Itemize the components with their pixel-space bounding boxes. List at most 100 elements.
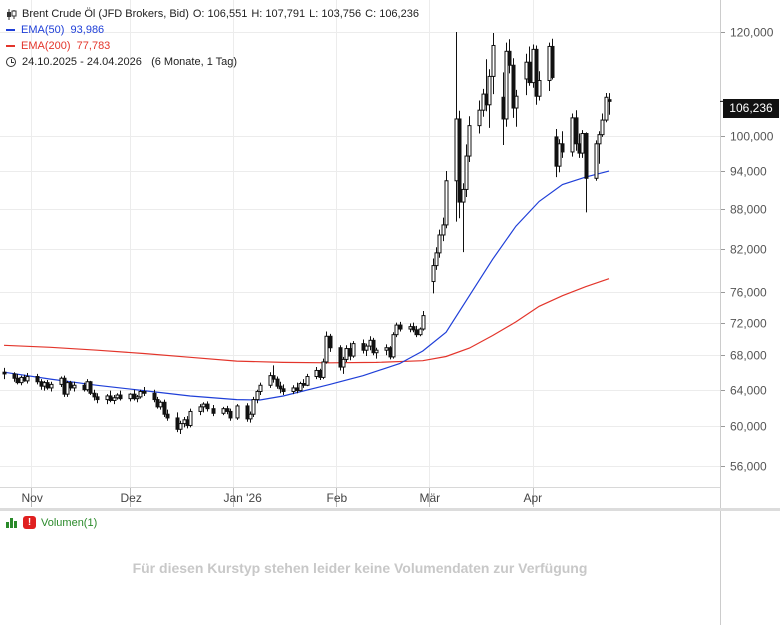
candle-body bbox=[245, 405, 250, 420]
candle-body bbox=[251, 399, 256, 415]
candle-body bbox=[258, 384, 263, 392]
ema50-legend[interactable]: EMA(50) 93,986 bbox=[6, 22, 419, 38]
candle bbox=[570, 113, 575, 157]
candle-body bbox=[574, 117, 579, 145]
candle bbox=[487, 69, 492, 128]
candle bbox=[275, 376, 280, 389]
candle-body bbox=[514, 95, 519, 109]
candle-body bbox=[178, 423, 183, 430]
candle bbox=[328, 333, 333, 352]
candle bbox=[364, 343, 369, 357]
candle bbox=[118, 390, 123, 401]
y-tick-label: 82,000 bbox=[730, 243, 767, 257]
bar-chart-icon bbox=[6, 517, 18, 528]
candle-body bbox=[108, 395, 113, 401]
ema200-layer bbox=[3, 278, 610, 364]
x-tick-label: Dez bbox=[121, 491, 142, 505]
candle bbox=[414, 325, 419, 338]
candle-body bbox=[248, 413, 253, 420]
candle bbox=[418, 327, 423, 337]
candle bbox=[431, 258, 436, 294]
y-tick-label: 120,000 bbox=[730, 26, 774, 40]
candle bbox=[394, 322, 399, 338]
candle bbox=[441, 217, 446, 242]
open-value: O: 106,551 bbox=[192, 8, 248, 20]
volume-legend[interactable]: ! Volumen(1) bbox=[6, 516, 97, 529]
candle bbox=[321, 358, 326, 380]
candle-body bbox=[338, 347, 343, 368]
candle-body bbox=[188, 410, 193, 426]
y-tick-label: 56,000 bbox=[730, 460, 767, 474]
ema50-line bbox=[3, 170, 610, 401]
candle bbox=[138, 389, 143, 399]
candle-body bbox=[88, 381, 93, 394]
candle-body bbox=[228, 410, 233, 419]
candle bbox=[464, 144, 469, 197]
candle-body bbox=[560, 143, 565, 153]
candle bbox=[108, 390, 113, 403]
candle-body bbox=[464, 155, 469, 190]
candle-body bbox=[477, 109, 482, 127]
candle-body bbox=[434, 252, 439, 267]
ema200-value: 77,783 bbox=[76, 40, 111, 52]
candle bbox=[371, 337, 376, 356]
x-tick-label: Nov bbox=[22, 491, 43, 505]
no-volume-message: Für diesen Kurstyp stehen leider keine V… bbox=[132, 560, 588, 576]
candle-body bbox=[268, 375, 273, 386]
y-tick-label: 68,000 bbox=[730, 349, 767, 363]
candle bbox=[35, 373, 40, 385]
candle bbox=[584, 132, 589, 213]
candle bbox=[248, 411, 253, 423]
candle-body bbox=[152, 392, 157, 401]
candle-body bbox=[467, 125, 472, 157]
candle bbox=[504, 42, 509, 127]
candle bbox=[235, 404, 240, 420]
candle-body bbox=[594, 143, 599, 179]
ema200-legend[interactable]: EMA(200) 77,783 bbox=[6, 38, 419, 54]
candle-body bbox=[341, 358, 346, 368]
candle bbox=[25, 373, 30, 384]
candle-body bbox=[68, 382, 73, 389]
candle bbox=[461, 183, 466, 253]
range-row[interactable]: 24.10.2025 - 24.04.2026 (6 Monate, 1 Tag… bbox=[6, 54, 419, 70]
candle bbox=[527, 46, 532, 86]
candle bbox=[507, 39, 512, 74]
candle bbox=[351, 341, 356, 358]
candles-layer[interactable] bbox=[2, 32, 612, 435]
candle-body bbox=[444, 180, 449, 226]
candle-body bbox=[225, 408, 230, 412]
candle bbox=[594, 140, 599, 181]
candle bbox=[298, 381, 303, 392]
candle-body bbox=[221, 408, 226, 414]
candle bbox=[557, 139, 562, 173]
candle bbox=[341, 356, 346, 374]
candle bbox=[152, 389, 157, 403]
candle-body bbox=[49, 383, 54, 389]
chart-legend: Brent Crude Öl (JFD Brokers, Bid) O: 106… bbox=[6, 6, 419, 70]
candle bbox=[255, 389, 260, 404]
period-label: (6 Monate, 1 Tag) bbox=[151, 56, 238, 68]
candle bbox=[278, 381, 283, 394]
candle bbox=[398, 321, 403, 332]
candle bbox=[338, 345, 343, 371]
candle-body bbox=[398, 324, 403, 330]
candle bbox=[437, 229, 442, 258]
candle-body bbox=[305, 376, 310, 386]
candle bbox=[188, 408, 193, 428]
candle-body bbox=[314, 369, 319, 378]
x-tick-label: Mär bbox=[420, 491, 441, 505]
candle bbox=[201, 402, 206, 413]
candle-body bbox=[534, 48, 539, 97]
candle-body bbox=[275, 378, 280, 387]
candle-body bbox=[135, 396, 140, 400]
candle-body bbox=[391, 334, 396, 358]
candle bbox=[434, 247, 439, 270]
candle bbox=[112, 395, 117, 405]
candle bbox=[68, 380, 73, 391]
candle-body bbox=[201, 403, 206, 408]
candle bbox=[178, 420, 183, 435]
ema50-label: EMA(50) bbox=[21, 24, 65, 36]
candle bbox=[550, 38, 555, 80]
candle bbox=[251, 396, 256, 418]
